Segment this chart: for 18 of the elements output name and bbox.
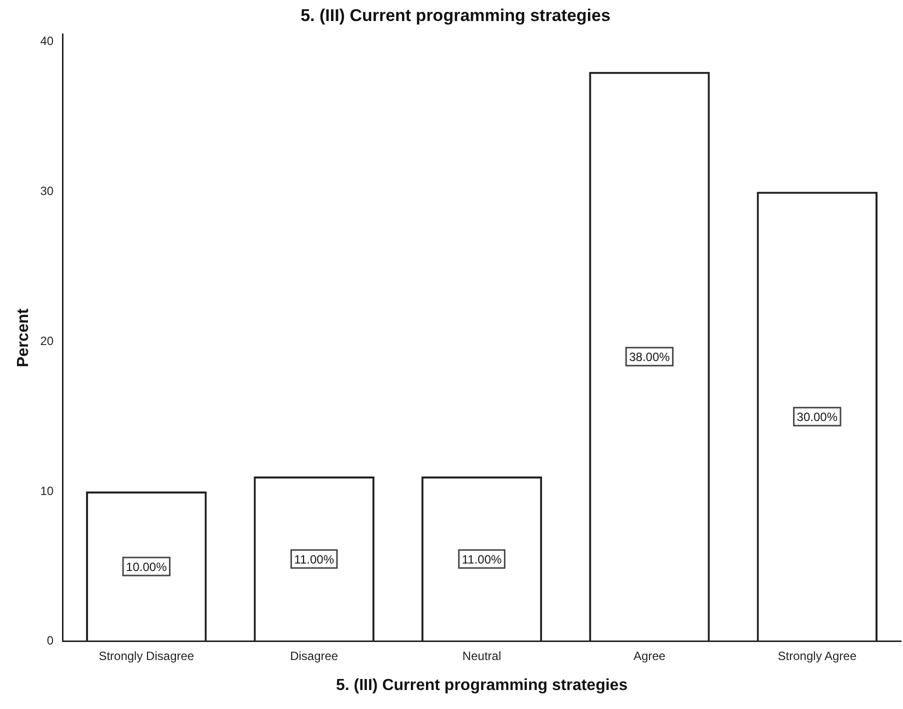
x-tick-label: Strongly Agree — [778, 648, 857, 663]
y-tick-label: 20 — [40, 334, 54, 348]
chart-title: 5. (III) Current programming strategies — [300, 6, 610, 25]
data-label: 38.00% — [629, 350, 670, 364]
data-label: 11.00% — [462, 552, 502, 566]
y-tick-label: 0 — [46, 634, 54, 648]
data-label: 30.00% — [796, 410, 838, 424]
x-tick-label: Agree — [633, 648, 666, 663]
data-label: 11.00% — [294, 552, 334, 566]
y-axis-title: Percent — [15, 308, 32, 368]
y-tick-label: 10 — [40, 484, 54, 498]
y-tick-label: 40 — [40, 34, 54, 48]
x-tick-label: Neutral — [462, 648, 502, 663]
data-label: 10.00% — [126, 560, 168, 574]
x-tick-label: Strongly Disagree — [98, 648, 194, 663]
x-tick-label: Disagree — [290, 648, 338, 663]
x-axis-title: 5. (III) Current programming strategies — [336, 676, 628, 694]
y-tick-label: 30 — [40, 184, 54, 198]
